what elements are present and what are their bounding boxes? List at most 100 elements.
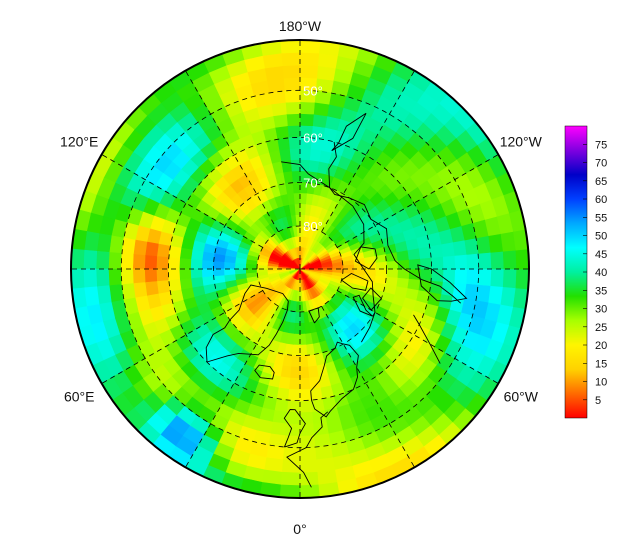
grid-cell [502,268,517,289]
grid-cell [270,421,287,436]
grid-cell [527,247,529,270]
longitude-label: 120°W [500,134,543,150]
grid-cell [157,243,171,258]
grid-cell [299,193,307,205]
grid-cell [270,102,287,117]
grid-cell [316,66,336,82]
grid-cell [262,53,283,70]
grid-cell [132,268,147,284]
grid-cell [299,388,312,401]
coastline [354,246,378,270]
grid-cell [285,101,301,116]
grid-cell [316,456,336,472]
grid-cell [477,252,492,270]
grid-cell [144,255,158,270]
grid-cell [191,249,205,261]
grid-cell [213,261,226,270]
grid-cell [190,268,204,279]
latitude-labels: 50° 60° 70° 80° [303,83,323,234]
grid-cell [286,113,301,127]
grid-cell [374,268,387,277]
grid-cell [299,52,320,67]
colorbar-tick-label: 10 [595,377,607,389]
graticule [71,40,529,498]
grid-cell [279,483,301,498]
grid-cell [299,496,322,498]
grid-cell [294,311,301,324]
grid-cell [274,398,289,412]
grid-cell [179,258,192,270]
meridian-330 [185,306,279,468]
grid-cell [280,52,301,67]
grid-cell [292,343,301,356]
grid-cell [281,65,301,80]
grid-cell [108,252,123,270]
latitude-label: 50° [303,83,323,98]
coastline [417,264,468,302]
grid-cell [442,255,456,270]
longitude-labels: 180°W 120°E 60°E 0° 60°W 120°W [60,18,543,537]
grid-cell [299,354,309,368]
data-field [71,40,529,498]
grid-cell [288,137,301,150]
grid-cell [168,268,181,281]
grid-cell [465,253,480,270]
grid-cell [527,268,529,291]
coastline [340,272,369,291]
grid-cell [477,268,492,286]
colorbar-tick-label: 45 [595,249,607,261]
longitude-label: 120°E [60,134,98,150]
grid-cell [71,248,86,270]
grid-cell [262,468,283,485]
grid-cell [312,114,328,129]
grid-cell [272,114,288,129]
latitude-label: 80° [303,219,323,234]
grid-cell [385,268,399,278]
grid-cell [224,262,236,270]
longitude-label: 0° [293,521,306,537]
grid-cell [283,77,301,92]
coastline [283,409,306,448]
grid-cell [313,102,330,117]
grid-cell [264,456,284,472]
grid-cell [309,148,322,163]
grid-cell [132,254,147,270]
meridian-150 [321,70,415,232]
grid-cell [299,113,314,127]
grid-cell [283,446,301,461]
grid-cell [317,53,338,70]
grid-cell [295,300,301,313]
colorbar-tick-label: 40 [595,267,607,279]
grid-cell [299,434,316,449]
grid-cell [514,268,529,290]
grid-cell [133,282,148,299]
grid-cell [168,245,183,259]
grid-cell [308,160,320,174]
coastline [352,294,373,317]
grid-cell [201,268,215,278]
grid-cell [299,148,311,161]
grid-cell [395,277,409,289]
grid-cell [489,268,504,288]
grid-cell [280,471,301,486]
grid-cell [144,268,158,283]
grid-cell [97,285,113,305]
colorbar-tick-label: 15 [595,358,607,370]
grid-cell [201,260,215,270]
grid-cell [234,263,247,270]
grid-cell [430,268,444,282]
grid-cell [299,483,321,498]
map-boundary [70,39,530,499]
colorbar-tick-label: 25 [595,322,607,334]
grid-cell [299,65,319,80]
grid-cell [299,40,321,55]
grid-cell [384,276,398,287]
grid-cell [84,286,101,307]
grid-cell [453,268,468,284]
grid-cell [440,241,455,257]
grid-cell [285,422,301,437]
coastline [281,161,376,343]
grid-cell [291,354,301,368]
meridian-120 [337,154,499,248]
grid-cell [245,263,258,270]
